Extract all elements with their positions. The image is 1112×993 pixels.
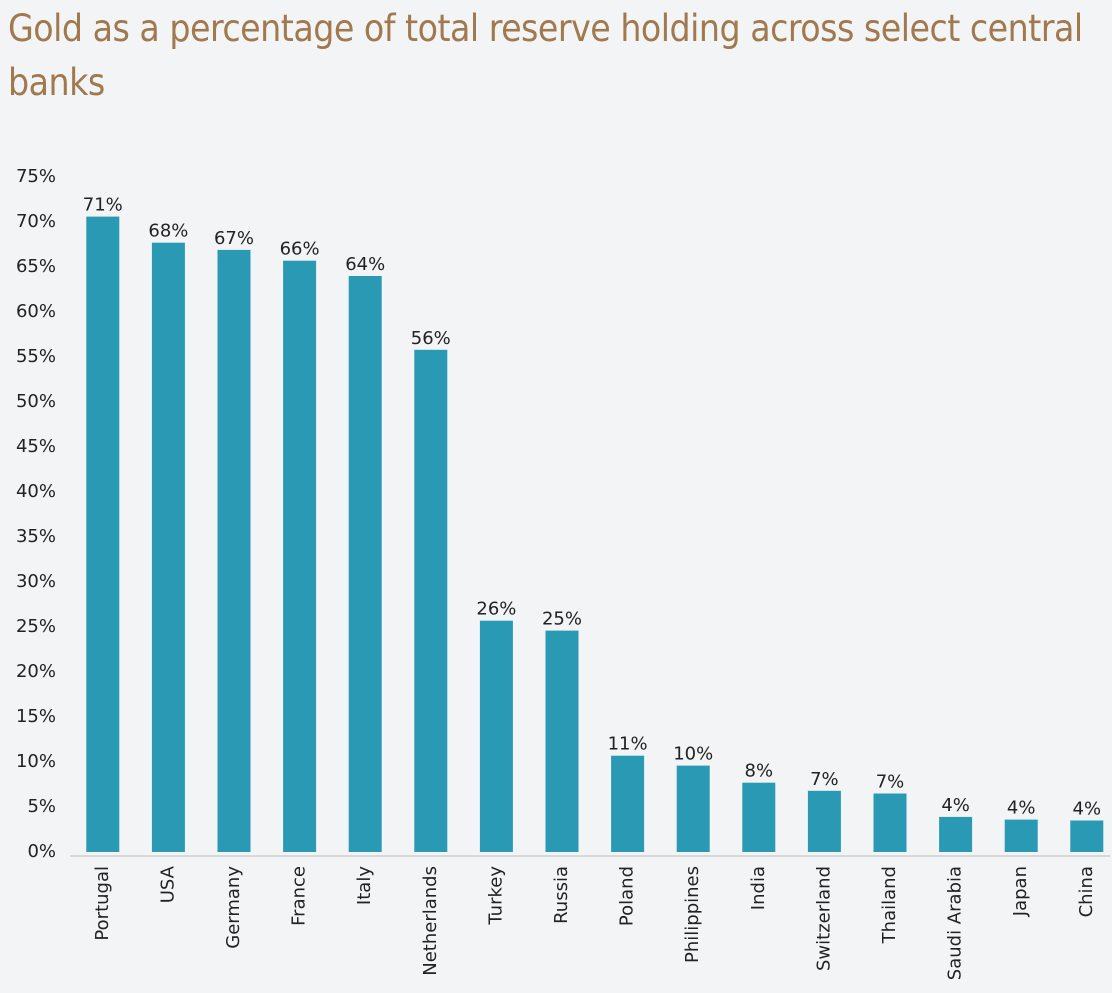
value-label: 11% (608, 734, 648, 755)
x-tick-label: Philippines (682, 866, 703, 963)
value-label: 66% (280, 239, 320, 260)
value-label: 4% (1073, 799, 1102, 820)
x-tick-label: Poland (617, 866, 638, 926)
x-tick-label: Turkey (485, 866, 506, 926)
y-tick-label: 50% (16, 391, 56, 412)
x-tick-label: Portugal (92, 866, 113, 941)
bar (807, 790, 841, 852)
value-label: 10% (673, 744, 713, 765)
bar (479, 620, 513, 852)
value-label: 67% (214, 228, 254, 249)
bar (283, 260, 317, 852)
value-label: 56% (411, 328, 451, 349)
x-tick-label: France (289, 866, 310, 926)
value-label: 71% (83, 195, 123, 216)
y-tick-label: 10% (16, 751, 56, 772)
y-tick-label: 5% (27, 796, 56, 817)
bar (742, 782, 776, 852)
value-label: 4% (941, 795, 970, 816)
value-label: 25% (542, 609, 582, 630)
bar (414, 349, 448, 852)
bar (151, 242, 185, 852)
y-tick-label: 70% (16, 211, 56, 232)
x-tick-label: Thailand (879, 866, 900, 944)
bar (676, 765, 710, 852)
value-label: 8% (745, 761, 774, 782)
x-tick-label: USA (157, 865, 178, 903)
x-tick-label: Saudi Arabia (945, 866, 966, 980)
y-tick-label: 60% (16, 301, 56, 322)
value-label: 68% (148, 221, 188, 242)
y-tick-label: 0% (27, 841, 56, 862)
bar (611, 755, 645, 852)
bar (545, 630, 579, 852)
y-tick-label: 15% (16, 706, 56, 727)
y-tick-label: 35% (16, 526, 56, 547)
bar (873, 793, 907, 852)
x-tick-label: China (1076, 866, 1097, 917)
y-tick-label: 20% (16, 661, 56, 682)
x-tick-label: Japan (1010, 866, 1031, 917)
chart-title: Gold as a percentage of total reserve ho… (8, 7, 1083, 104)
bar (217, 249, 251, 852)
value-label: 64% (345, 254, 385, 275)
y-tick-label: 55% (16, 346, 56, 367)
bar (86, 216, 120, 853)
value-label: 4% (1007, 798, 1036, 819)
y-tick-label: 25% (16, 616, 56, 637)
y-tick-label: 40% (16, 481, 56, 502)
x-tick-label: India (748, 866, 769, 910)
value-label: 26% (476, 599, 516, 620)
y-tick-label: 30% (16, 571, 56, 592)
y-tick-label: 75% (16, 166, 56, 187)
x-tick-label: Netherlands (420, 866, 441, 976)
bar (1070, 820, 1104, 852)
x-tick-label: Italy (354, 866, 375, 905)
bar (1004, 819, 1038, 852)
y-tick-label: 45% (16, 436, 56, 457)
value-label: 7% (810, 769, 839, 790)
x-tick-label: Switzerland (813, 866, 834, 971)
x-tick-label: Germany (223, 866, 244, 949)
bar (348, 276, 382, 852)
x-tick-label: Russia (551, 866, 572, 924)
value-label: 7% (876, 772, 905, 793)
y-tick-label: 65% (16, 256, 56, 277)
bar (939, 816, 973, 852)
